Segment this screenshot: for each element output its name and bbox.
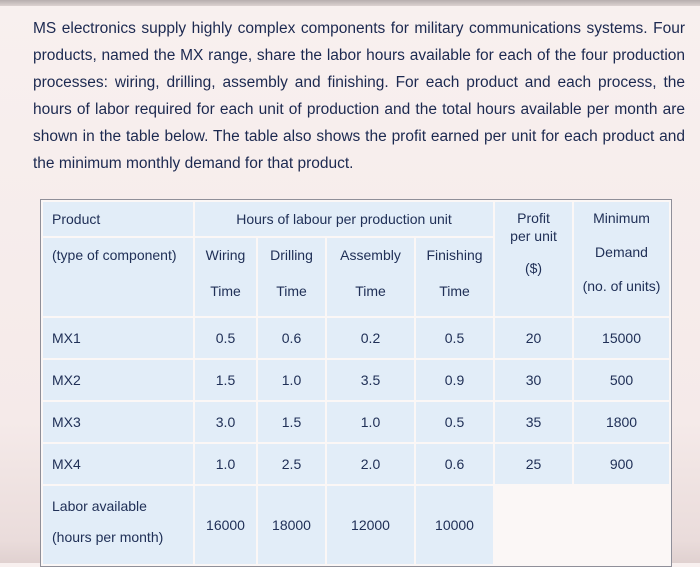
- table-row-labor-available: Labor available (hours per month) 16000 …: [43, 485, 669, 564]
- header-row-2: (type of component) Wiring Time Drilling…: [43, 237, 669, 316]
- footer-label-line2: (hours per month): [52, 528, 164, 545]
- header-assembly: Assembly Time: [327, 237, 414, 316]
- cell-drilling: 1.0: [258, 359, 325, 400]
- cell-profit: 25: [495, 443, 573, 484]
- cell-profit: 30: [495, 359, 573, 400]
- header-drilling-name: Drilling: [270, 246, 313, 263]
- cell-assembly: 0.2: [327, 317, 414, 358]
- header-drilling-sub: Time: [276, 282, 307, 299]
- header-minimum-line2: Demand: [595, 243, 648, 260]
- header-profit-line1: Profit: [517, 209, 550, 226]
- header-wiring-name: Wiring: [205, 246, 246, 263]
- cell-drilling: 0.6: [258, 317, 325, 358]
- data-table: Product Hours of labour per production u…: [40, 198, 673, 567]
- cell-demand: 15000: [574, 317, 670, 358]
- cell-wiring: 3.0: [195, 401, 256, 442]
- header-finishing: Finishing Time: [416, 237, 494, 316]
- header-profit-line2: per unit: [510, 227, 557, 244]
- cell-product: MX4: [43, 443, 193, 484]
- table-row-mx3: MX3 3.0 1.5 1.0 0.5 35 1800: [43, 401, 670, 442]
- header-wiring: Wiring Time: [195, 237, 256, 316]
- cell-demand: 500: [574, 359, 670, 400]
- cell-assembly: 2.0: [327, 443, 414, 484]
- cell-finishing: 0.6: [416, 443, 494, 484]
- cell-finishing: 0.5: [416, 317, 494, 358]
- footer-label-line1: Labor available: [52, 497, 147, 514]
- cell-wiring: 1.0: [195, 443, 256, 484]
- problem-statement: MS electronics supply highly complex com…: [33, 20, 685, 172]
- header-profit-line3: ($): [524, 259, 543, 276]
- header-minimum-line1: Minimum: [593, 209, 650, 226]
- header-profit: Profit per unit ($): [495, 201, 573, 316]
- footer-label: Labor available (hours per month): [43, 485, 193, 564]
- table-row-mx2: MX2 1.5 1.0 3.5 0.9 30 500: [43, 359, 670, 400]
- cell-finishing: 0.9: [416, 359, 494, 400]
- cell-assembly: 3.5: [327, 359, 414, 400]
- cell-assembly: 1.0: [327, 401, 414, 442]
- footer-assembly-total: 12000: [327, 485, 414, 564]
- header-assembly-sub: Time: [355, 282, 386, 299]
- cell-profit: 35: [495, 401, 573, 442]
- header-minimum-line3: (no. of units): [582, 277, 661, 294]
- cell-product: MX2: [43, 359, 193, 400]
- header-finishing-name: Finishing: [426, 246, 483, 263]
- header-assembly-name: Assembly: [340, 246, 401, 263]
- cell-product: MX1: [43, 317, 193, 358]
- header-finishing-sub: Time: [439, 282, 470, 299]
- header-wiring-sub: Time: [210, 282, 241, 299]
- cell-wiring: 0.5: [195, 317, 256, 358]
- cell-wiring: 1.5: [195, 359, 256, 400]
- header-row-1: Product Hours of labour per production u…: [43, 201, 670, 316]
- header-labour-group: Hours of labour per production unit: [195, 201, 494, 236]
- cell-demand: 900: [574, 443, 670, 484]
- cell-profit: 20: [495, 317, 573, 358]
- cell-demand: 1800: [574, 401, 670, 442]
- cell-finishing: 0.5: [416, 401, 494, 442]
- cell-product: MX3: [43, 401, 193, 442]
- top-edge: [0, 0, 700, 6]
- table-row-mx1: MX1 0.5 0.6 0.2 0.5 20 15000: [43, 317, 670, 358]
- header-drilling: Drilling Time: [258, 237, 325, 316]
- header-minimum: Minimum Demand (no. of units): [574, 201, 670, 316]
- header-product-sub: (type of component): [43, 237, 193, 316]
- footer-empty-cell: [495, 486, 669, 564]
- cell-drilling: 1.5: [258, 401, 325, 442]
- footer-drilling-total: 18000: [258, 485, 325, 564]
- table-row-mx4: MX4 1.0 2.5 2.0 0.6 25 900: [43, 443, 670, 484]
- footer-wiring-total: 16000: [195, 485, 256, 564]
- header-product: Product: [43, 201, 193, 236]
- cell-drilling: 2.5: [258, 443, 325, 484]
- footer-finishing-total: 10000: [416, 485, 494, 564]
